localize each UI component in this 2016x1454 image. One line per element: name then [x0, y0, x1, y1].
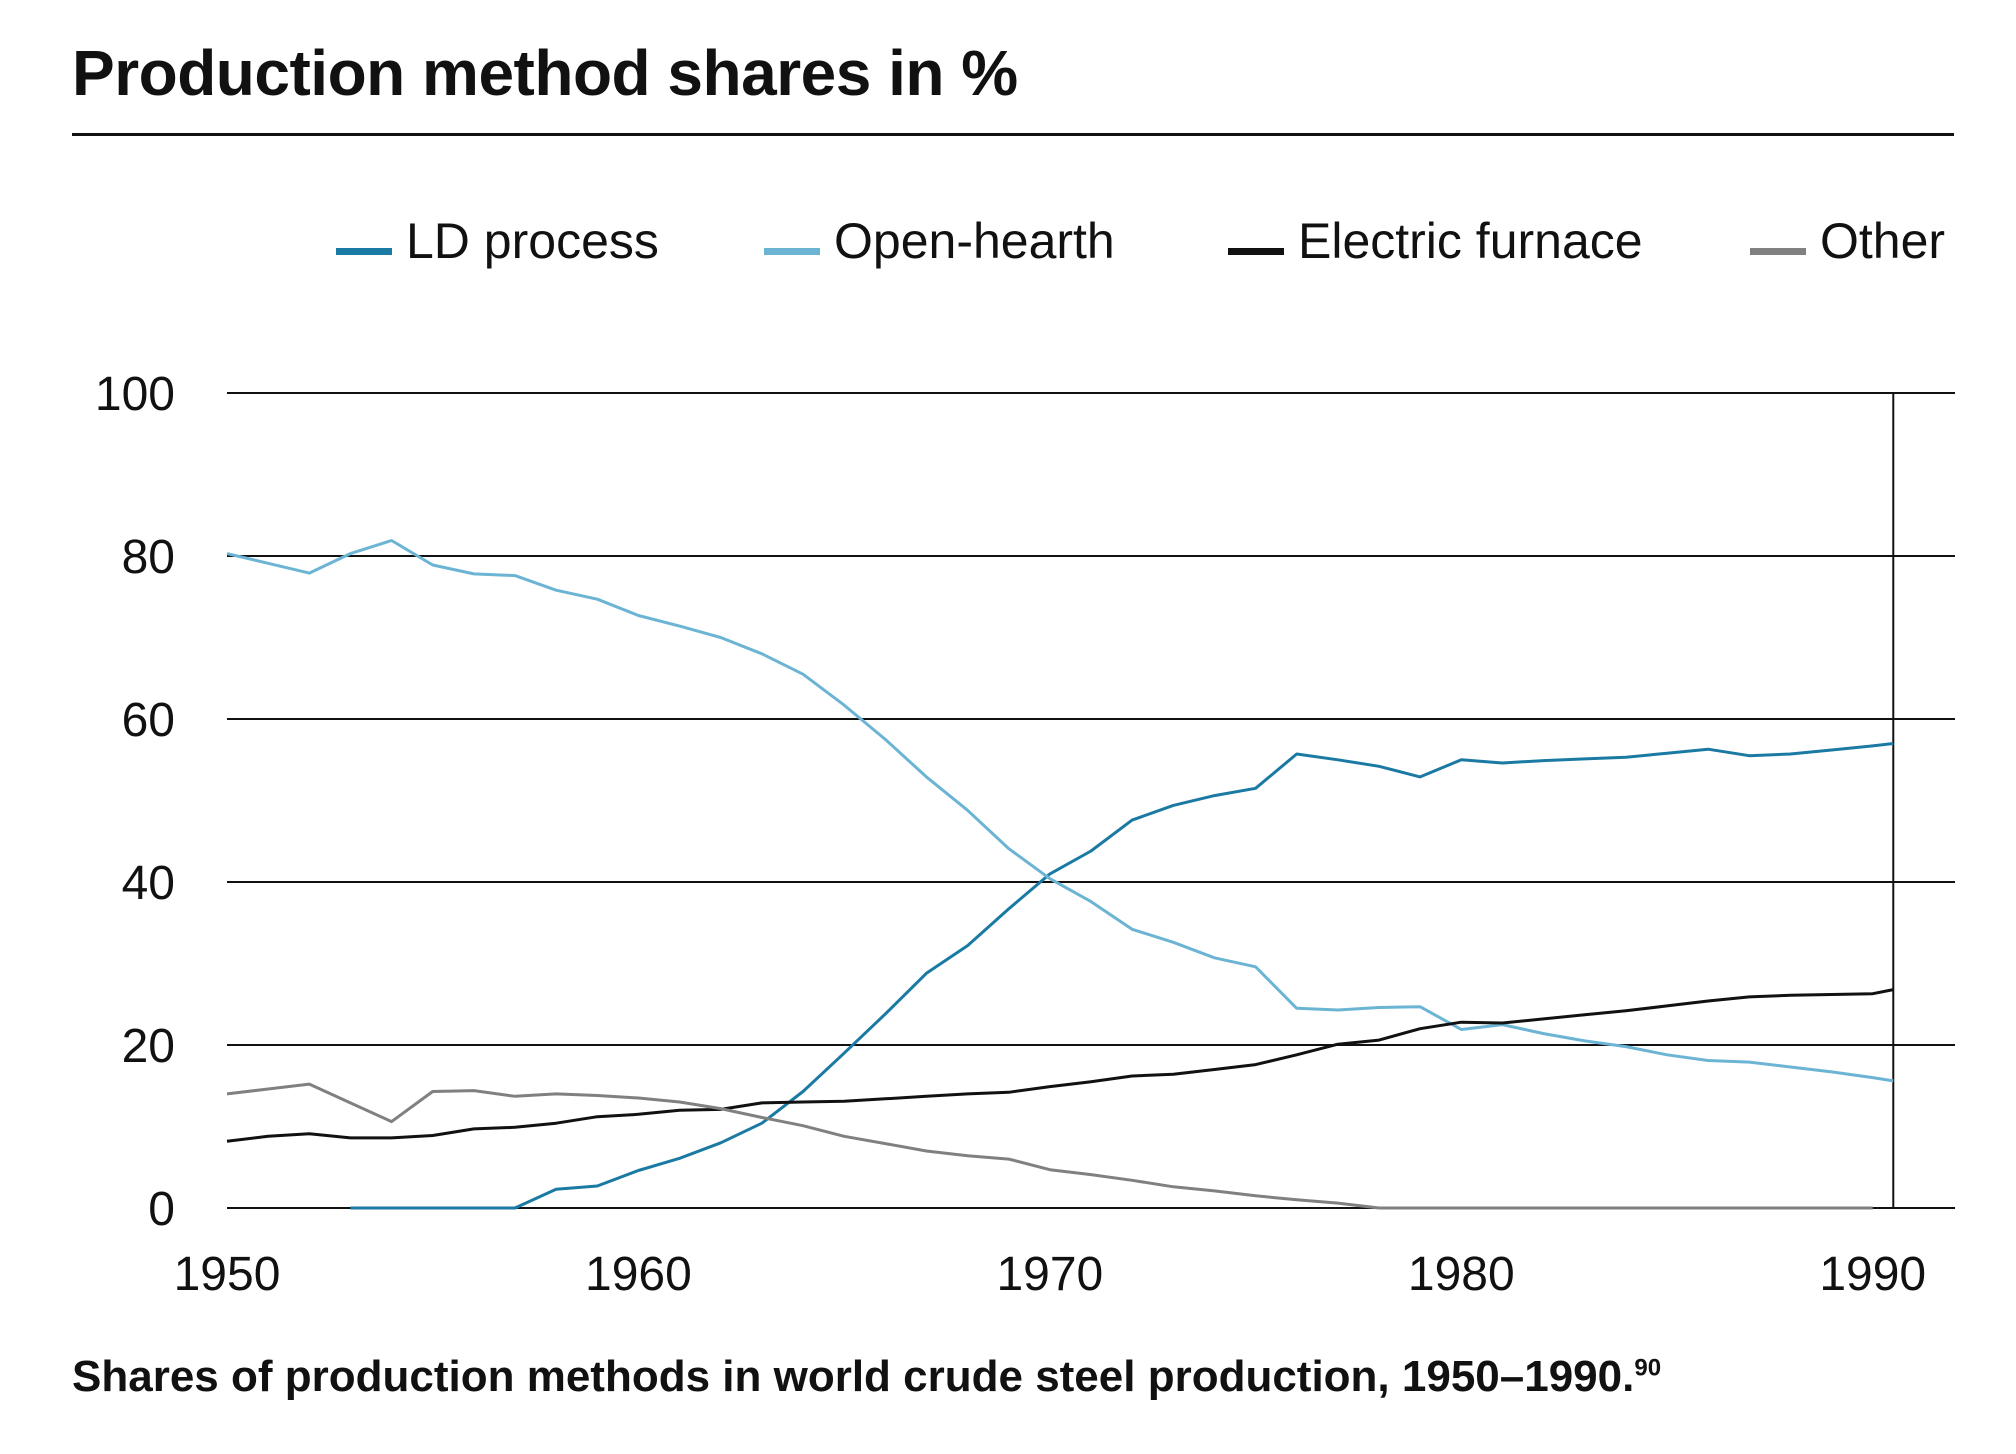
y-tick-label: 60 [122, 694, 175, 747]
x-tick-label: 1950 [174, 1248, 281, 1301]
x-tick-label: 1970 [996, 1248, 1103, 1301]
x-axis: 1950 1960 1970 1980 1990 [174, 1248, 1926, 1301]
series-line-open-hearth [226, 539, 1894, 1083]
chart-series [226, 539, 1894, 1210]
y-tick-label: 20 [122, 1020, 175, 1073]
x-tick-label: 1960 [585, 1248, 692, 1301]
chart-gridlines [227, 392, 1955, 1209]
y-axis: 0 20 40 60 80 100 [95, 368, 175, 1236]
series-line-ld-process [350, 742, 1894, 1210]
legend-label-electric-furnace: Electric furnace [1298, 213, 1643, 269]
caption-footnote-ref: 90 [1634, 1354, 1662, 1382]
caption-text: Shares of production methods in world cr… [72, 1352, 1635, 1401]
legend-label-open-hearth: Open-hearth [834, 213, 1115, 269]
series-line-electric-furnace [226, 988, 1894, 1143]
legend-label-other: Other [1820, 213, 1945, 269]
page-title: Production method shares in % [72, 37, 1018, 109]
figure-caption: Shares of production methods in world cr… [72, 1352, 1661, 1402]
legend-swatch-other [1750, 248, 1806, 255]
legend-swatch-electric-furnace [1228, 248, 1284, 255]
legend-swatch-ld-process [336, 248, 392, 255]
legend-label-ld-process: LD process [406, 213, 659, 269]
title-divider [72, 133, 1954, 136]
legend-swatch-open-hearth [764, 248, 820, 255]
y-tick-label: 0 [148, 1183, 175, 1236]
x-tick-label: 1980 [1408, 1248, 1515, 1301]
y-tick-label: 40 [122, 857, 175, 910]
series-line-other [226, 1082, 1873, 1210]
x-tick-label: 1990 [1819, 1248, 1926, 1301]
y-tick-label: 100 [95, 368, 175, 421]
chart-legend: LD process Open-hearth Electric furnace Oth… [336, 213, 1945, 269]
y-tick-label: 80 [122, 531, 175, 584]
